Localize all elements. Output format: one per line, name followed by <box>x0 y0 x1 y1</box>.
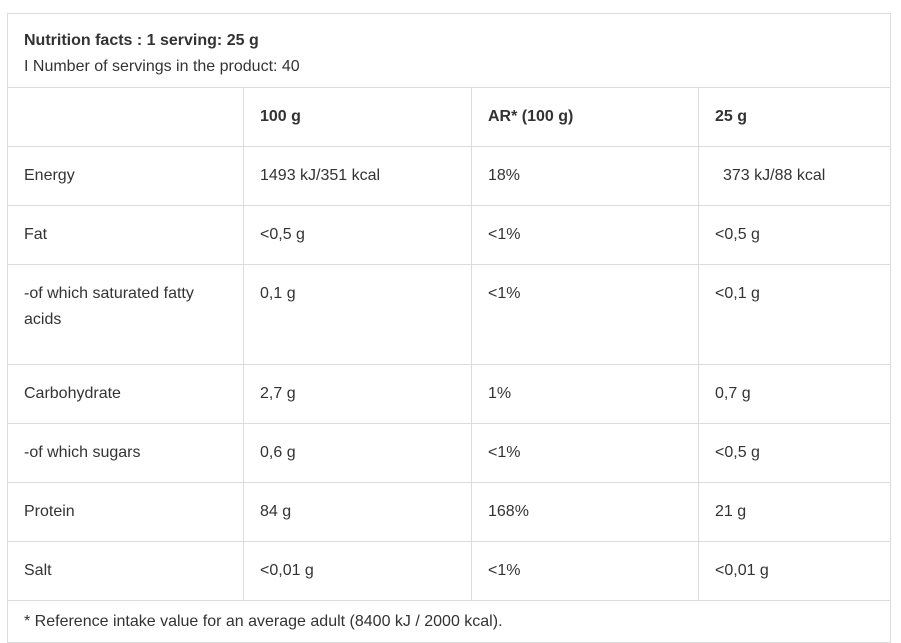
value-100g: 1493 kJ/351 kcal <box>243 146 472 206</box>
column-header-row: 100 g AR* (100 g) 25 g <box>7 87 892 147</box>
footer-row: * Reference intake value for an average … <box>6 600 892 643</box>
value-25g: <0,5 g <box>697 423 892 483</box>
reference-intake-note: * Reference intake value for an average … <box>6 600 892 643</box>
value-100g: 0,6 g <box>243 423 472 483</box>
table-row: Salt <0,01 g <1% <0,01 g <box>7 541 892 601</box>
value-100g: 2,7 g <box>243 364 472 424</box>
value-ar: 168% <box>471 482 699 542</box>
value-25g: 373 kJ/88 kcal <box>697 146 892 206</box>
title-row: Nutrition facts : 1 serving: 25 g I Numb… <box>6 13 892 88</box>
column-header-100g: 100 g <box>243 87 472 147</box>
value-100g: 84 g <box>243 482 472 542</box>
nutrient-name: Salt <box>7 541 244 601</box>
nutrient-name: Fat <box>7 205 244 265</box>
value-25g: 0,7 g <box>697 364 892 424</box>
table-row: Fat <0,5 g <1% <0,5 g <box>7 205 892 265</box>
nutrient-name: -of which sugars <box>7 423 244 483</box>
column-header-ar: AR* (100 g) <box>471 87 699 147</box>
table-row: Protein 84 g 168% 21 g <box>7 482 892 542</box>
value-100g: <0,01 g <box>243 541 472 601</box>
nutrition-title: Nutrition facts : 1 serving: 25 g <box>24 31 259 49</box>
column-header-nutrient <box>7 87 244 147</box>
column-header-25g: 25 g <box>697 87 892 147</box>
value-25g: <0,1 g <box>697 264 892 365</box>
nutrient-name: Protein <box>7 482 244 542</box>
value-ar: <1% <box>471 541 699 601</box>
title-cell: Nutrition facts : 1 serving: 25 g I Numb… <box>6 13 892 88</box>
table-row: Carbohydrate 2,7 g 1% 0,7 g <box>7 364 892 424</box>
servings-count: I Number of servings in the product: 40 <box>24 57 300 75</box>
nutrient-name: -of which saturated fatty acids <box>7 264 244 365</box>
nutrient-name: Energy <box>7 146 244 206</box>
value-ar: <1% <box>471 423 699 483</box>
value-100g: 0,1 g <box>243 264 472 365</box>
nutrient-name: Carbohydrate <box>7 364 244 424</box>
value-25g: <0,01 g <box>697 541 892 601</box>
value-25g: 21 g <box>697 482 892 542</box>
value-ar: 18% <box>471 146 699 206</box>
table-row: Energy 1493 kJ/351 kcal 18% 373 kJ/88 kc… <box>7 146 892 206</box>
table-row: -of which sugars 0,6 g <1% <0,5 g <box>7 423 892 483</box>
value-ar: <1% <box>471 264 699 365</box>
value-ar: <1% <box>471 205 699 265</box>
table-row: -of which saturated fatty acids 0,1 g <1… <box>7 264 892 365</box>
nutrition-table: Nutrition facts : 1 serving: 25 g I Numb… <box>6 13 892 643</box>
value-100g: <0,5 g <box>243 205 472 265</box>
value-25g: <0,5 g <box>697 205 892 265</box>
value-ar: 1% <box>471 364 699 424</box>
